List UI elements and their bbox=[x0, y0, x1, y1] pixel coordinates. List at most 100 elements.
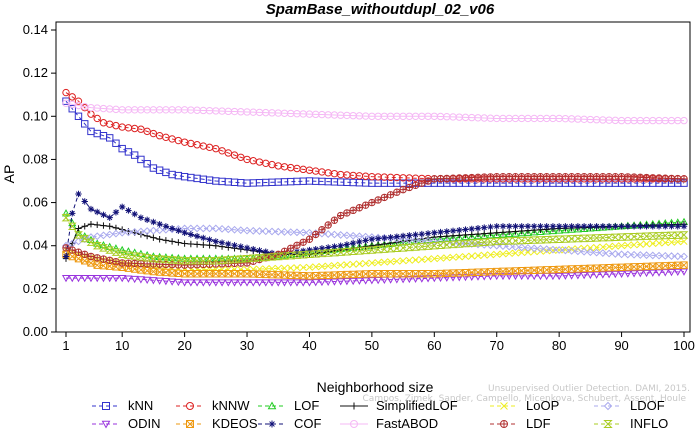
data-point bbox=[287, 264, 295, 272]
data-point bbox=[468, 252, 476, 260]
data-point bbox=[156, 220, 163, 228]
data-point bbox=[642, 240, 651, 248]
data-point bbox=[424, 255, 432, 263]
data-point bbox=[105, 275, 114, 283]
data-point bbox=[561, 225, 570, 234]
data-point bbox=[136, 276, 145, 284]
series-line-LoOP bbox=[65, 240, 685, 270]
data-point bbox=[74, 248, 83, 256]
y-tick-label: 0.14 bbox=[23, 22, 48, 37]
data-point bbox=[506, 228, 513, 236]
data-point bbox=[355, 204, 364, 212]
data-point bbox=[155, 166, 164, 174]
data-point bbox=[680, 175, 688, 183]
data-point bbox=[474, 252, 482, 260]
data-point bbox=[480, 273, 489, 281]
data-point bbox=[406, 232, 413, 239]
data-point bbox=[623, 250, 632, 259]
data-point bbox=[605, 271, 614, 279]
data-point bbox=[468, 225, 475, 233]
legend-marker bbox=[500, 402, 508, 410]
data-point bbox=[524, 223, 532, 230]
data-point bbox=[262, 248, 269, 255]
data-point bbox=[629, 232, 639, 241]
data-point bbox=[81, 257, 89, 265]
data-point bbox=[124, 228, 133, 237]
data-point bbox=[305, 263, 314, 271]
data-point bbox=[255, 254, 264, 262]
data-point bbox=[373, 245, 383, 254]
legend-item-kNNW: kNNW bbox=[176, 398, 250, 413]
data-point bbox=[605, 223, 613, 230]
data-point bbox=[386, 245, 396, 253]
data-point bbox=[287, 244, 295, 252]
y-tick-label: 0.00 bbox=[23, 324, 48, 339]
data-point bbox=[473, 273, 483, 281]
legend-item-ODIN: ODIN bbox=[92, 416, 161, 431]
data-point bbox=[368, 236, 376, 243]
data-point bbox=[224, 225, 233, 234]
data-point bbox=[318, 245, 326, 252]
data-point bbox=[449, 253, 457, 261]
data-point bbox=[523, 228, 532, 236]
data-point bbox=[537, 223, 544, 230]
data-point bbox=[324, 244, 332, 251]
data-point bbox=[367, 277, 376, 285]
data-point bbox=[387, 234, 394, 241]
data-point bbox=[274, 279, 283, 287]
data-point bbox=[412, 256, 420, 264]
data-point bbox=[636, 173, 645, 181]
legend-item-LDOF: LDOF bbox=[594, 398, 665, 413]
data-point bbox=[430, 235, 439, 243]
data-point bbox=[186, 279, 195, 287]
data-point bbox=[181, 240, 188, 247]
data-point bbox=[411, 236, 420, 245]
data-point bbox=[124, 148, 133, 156]
data-point bbox=[150, 234, 157, 241]
data-point bbox=[449, 174, 457, 182]
data-point bbox=[504, 237, 514, 245]
data-point bbox=[68, 252, 76, 261]
series-INFLO bbox=[61, 213, 689, 265]
y-tick-label: 0.04 bbox=[23, 238, 48, 253]
data-point bbox=[74, 275, 83, 283]
data-point bbox=[480, 251, 488, 259]
data-point bbox=[280, 264, 289, 272]
data-point bbox=[505, 272, 514, 281]
data-point bbox=[605, 249, 613, 258]
data-point bbox=[280, 279, 289, 287]
data-point bbox=[498, 237, 508, 245]
data-point bbox=[293, 241, 301, 249]
data-point bbox=[630, 173, 638, 181]
data-point bbox=[348, 247, 358, 256]
legend-item-FastABOD: FastABOD bbox=[340, 416, 438, 431]
data-point bbox=[261, 279, 270, 287]
data-point bbox=[417, 242, 427, 251]
data-point bbox=[124, 275, 133, 283]
data-point bbox=[548, 235, 558, 244]
data-point bbox=[580, 247, 589, 256]
data-point bbox=[473, 238, 483, 247]
data-point bbox=[161, 278, 170, 286]
series-layer bbox=[61, 88, 689, 287]
data-point bbox=[87, 220, 95, 228]
data-point bbox=[324, 278, 333, 286]
data-point bbox=[679, 231, 689, 239]
x-tick-label: 40 bbox=[302, 338, 316, 353]
data-point bbox=[386, 191, 395, 199]
data-point bbox=[112, 258, 120, 266]
data-point bbox=[481, 230, 488, 237]
data-point bbox=[149, 277, 158, 285]
data-point bbox=[592, 234, 602, 242]
data-point bbox=[486, 238, 495, 246]
data-point bbox=[555, 173, 563, 181]
data-point bbox=[362, 259, 370, 267]
data-point bbox=[549, 245, 557, 254]
data-point bbox=[331, 243, 338, 250]
data-point bbox=[511, 229, 520, 237]
data-point bbox=[69, 210, 76, 217]
data-point bbox=[393, 257, 401, 265]
data-point bbox=[261, 227, 270, 236]
data-point bbox=[429, 242, 439, 250]
legend-marker bbox=[186, 420, 194, 428]
